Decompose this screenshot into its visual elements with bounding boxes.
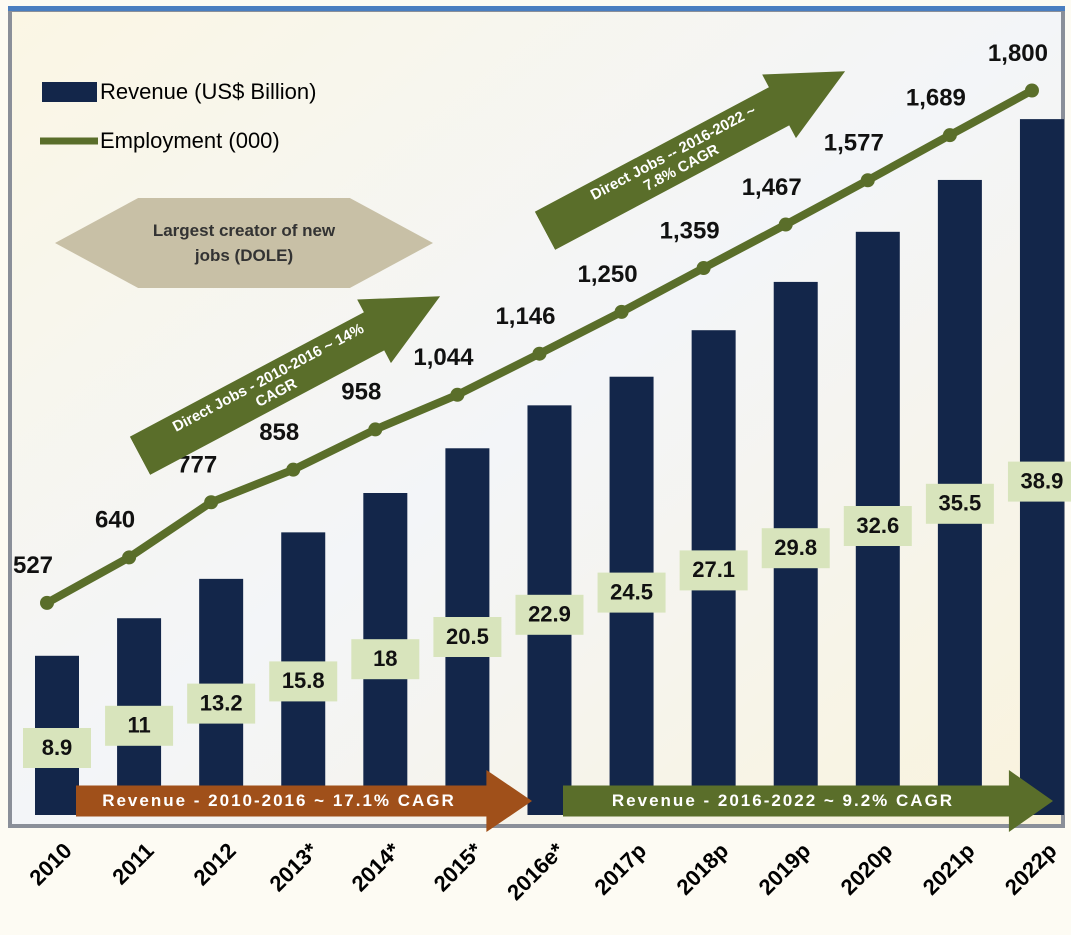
x-tick-label: 2010: [24, 838, 76, 890]
line-marker: [204, 495, 219, 510]
x-tick-label: 2019p: [754, 838, 816, 900]
x-tick-label: 2012: [189, 838, 241, 890]
data-label: 24.5: [610, 579, 653, 604]
data-label: 1,689: [906, 85, 966, 112]
data-label: 20.5: [433, 617, 502, 657]
x-tick-label: 2022p: [1000, 838, 1062, 900]
data-label: 38.9: [1021, 468, 1064, 493]
line-marker: [942, 128, 957, 143]
line-marker: [1024, 83, 1039, 98]
line-marker: [368, 422, 383, 437]
data-label-box: [597, 572, 666, 613]
x-tick-label: 2013*: [265, 838, 324, 897]
line-marker: [532, 346, 547, 361]
line-marker: [860, 173, 875, 188]
x-tick-label: 2020p: [836, 838, 898, 900]
data-label: 20.5: [446, 624, 489, 649]
data-label: 24.5: [597, 572, 666, 613]
data-label-box: [843, 506, 912, 546]
legend-label: Revenue (US$ Billion): [100, 79, 316, 104]
data-label-box: [433, 617, 502, 657]
x-tick-label: 2018p: [671, 838, 733, 900]
data-label-box: [761, 528, 830, 569]
line-marker: [122, 550, 137, 565]
data-label-box: [351, 639, 420, 680]
data-label: 1,250: [578, 261, 638, 288]
data-label-box: [515, 594, 584, 635]
data-label: 27.1: [692, 557, 735, 582]
legend-label: Employment (000): [100, 128, 280, 153]
frame-top: [8, 6, 1065, 11]
data-label: 1,800: [988, 40, 1048, 67]
x-tick-label: 2014*: [347, 838, 406, 897]
line-marker: [40, 595, 54, 610]
data-label: 15.8: [282, 668, 325, 693]
data-label-box: [187, 683, 256, 724]
data-label-box: [679, 550, 748, 591]
line-marker: [450, 387, 465, 402]
data-label: 1,577: [824, 130, 884, 157]
data-label: 8.9: [23, 728, 91, 768]
x-tick-label: 2017p: [589, 838, 651, 900]
data-label: 18: [373, 646, 397, 671]
data-label: 1,467: [742, 174, 802, 201]
data-label: 958: [341, 379, 381, 406]
data-label: 8.9: [42, 735, 73, 760]
data-label: 32.6: [843, 506, 912, 546]
data-label: 11: [105, 705, 174, 746]
data-label: 29.8: [774, 535, 817, 560]
data-label: 15.8: [269, 661, 338, 702]
data-label: 1,044: [413, 344, 474, 371]
data-label: 29.8: [761, 528, 830, 569]
data-label-box: [105, 705, 174, 746]
data-label: 38.9: [1007, 461, 1071, 502]
data-label: 1,146: [495, 303, 555, 330]
data-label: 1,359: [660, 217, 720, 244]
data-label: 13.2: [200, 690, 243, 715]
data-label: 527: [13, 552, 53, 579]
data-label: 11: [127, 713, 150, 738]
x-tick-label: 2015*: [429, 838, 488, 897]
plot: 8.9 11 13.2 15.8 18 20.5 22.9 24.5 27.1 29.8 32.6 3…: [13, 40, 1071, 816]
data-label-box: [1007, 461, 1071, 502]
data-label: 22.9: [515, 594, 584, 635]
data-label: 13.2: [187, 683, 256, 724]
data-label: 27.1: [679, 550, 748, 591]
data-label: 35.5: [938, 491, 981, 516]
data-label-box: [925, 483, 994, 524]
data-label-box: [23, 728, 91, 768]
data-label: 640: [95, 507, 135, 534]
x-tick-label: 2016e*: [502, 838, 569, 905]
data-label: 35.5: [925, 483, 994, 524]
line-marker: [778, 217, 793, 232]
x-tick-label: 2011: [107, 838, 158, 889]
data-label: 32.6: [856, 513, 899, 538]
line-marker: [696, 261, 711, 276]
data-label: 18: [351, 639, 420, 680]
legend-swatch: [42, 82, 97, 102]
line-marker: [614, 304, 629, 319]
annotation: Largest creator of new jobs (DOLE): [55, 198, 433, 288]
data-label-box: [269, 661, 338, 702]
line-marker: [286, 462, 301, 477]
data-label: 858: [259, 419, 299, 446]
x-tick-label: 2021p: [918, 838, 980, 900]
data-label: 22.9: [528, 602, 571, 627]
